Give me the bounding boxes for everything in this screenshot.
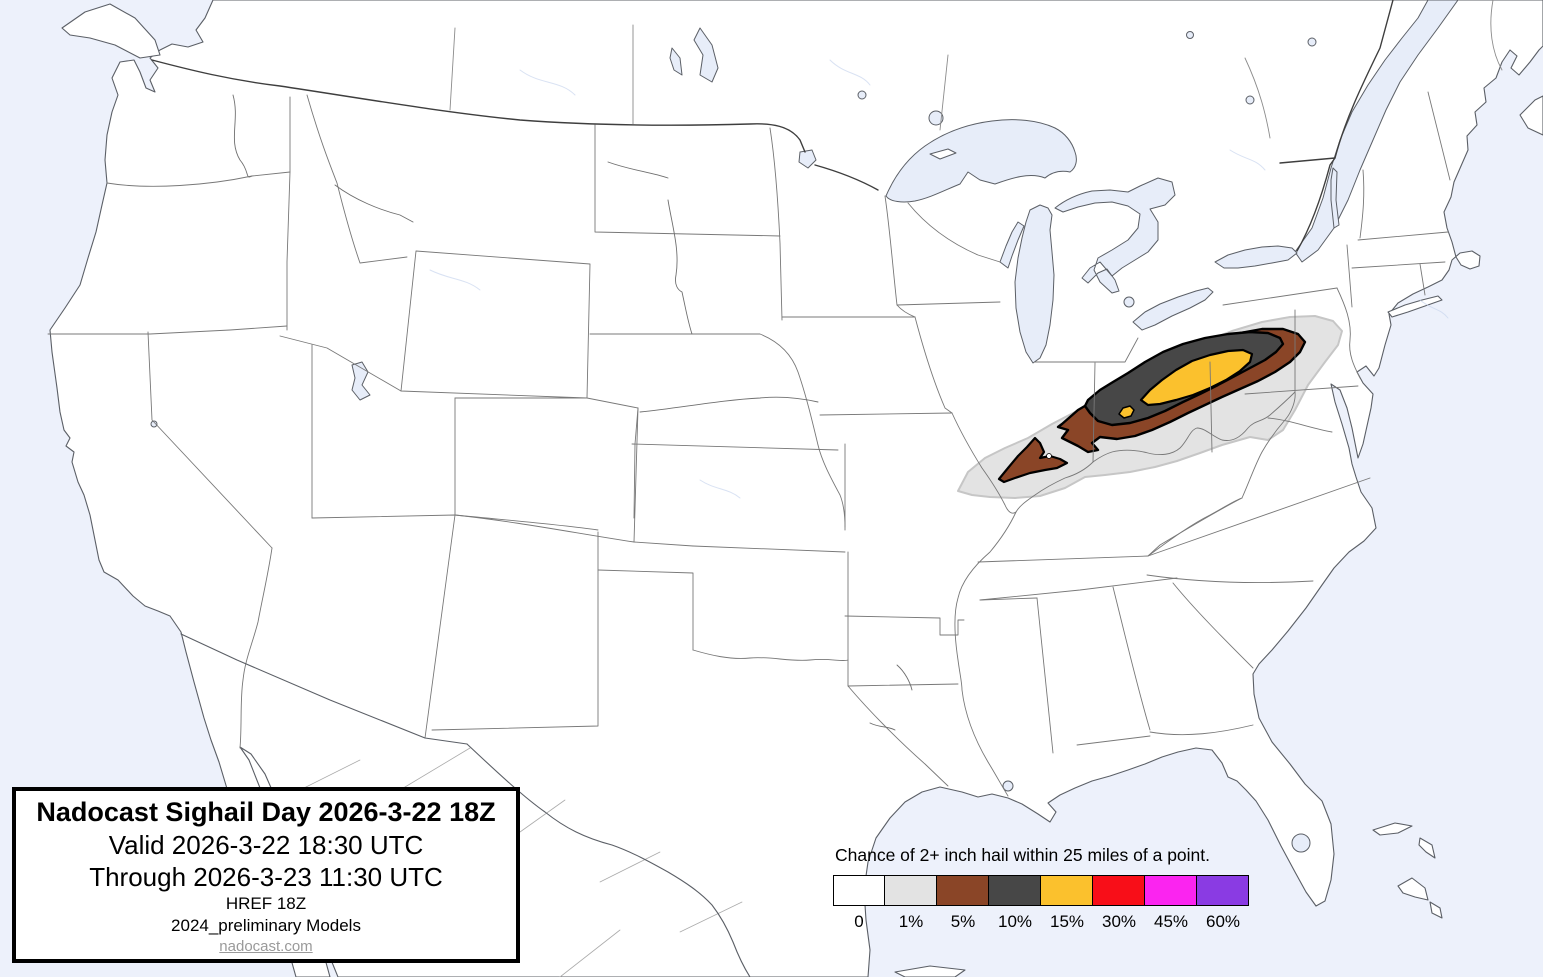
lake-okeechobee [1291, 833, 1311, 853]
state-boundaries [47, 91, 1451, 797]
bahamas-island-3 [1397, 877, 1429, 901]
canada-internal-borders [449, 0, 1503, 139]
legend-title: Chance of 2+ inch hail within 25 miles o… [835, 845, 1211, 865]
legend-swatch-1pct [885, 875, 937, 906]
faint-streams [429, 59, 1449, 499]
legend-label-0: 0 [854, 912, 864, 931]
lake-superior [885, 119, 1077, 203]
legend-swatch-30pct [1093, 875, 1145, 906]
lake-ontario [1214, 245, 1298, 269]
nova-scotia [1519, 95, 1543, 136]
lake-nipigon [928, 110, 944, 126]
forecast-title: Nadocast Sighail Day 2026-3-22 18Z [36, 797, 496, 827]
legend-swatch-45pct [1145, 875, 1197, 906]
canada-lake-4 [1186, 31, 1194, 39]
legend-swatch-row [833, 875, 1249, 906]
site-link-row: nadocast.com [16, 937, 516, 957]
valid-time: Valid 2026-3-22 18:30 UTC [108, 830, 424, 860]
nadocast-link[interactable]: nadocast.com [219, 938, 313, 955]
great-salt-lake [351, 361, 371, 401]
legend-label-15pct: 15% [1049, 912, 1085, 931]
vancouver-island [61, 3, 161, 59]
canada-lake-1 [857, 90, 867, 100]
hail-probability-contours [957, 315, 1343, 499]
rivers [232, 94, 913, 731]
legend-label-5pct: 5% [950, 912, 976, 931]
lake-of-the-woods [798, 149, 817, 169]
lake-tahoe [150, 420, 158, 428]
legend-label-10pct: 10% [997, 912, 1033, 931]
bahamas-island-4 [1429, 901, 1443, 919]
canada-lake-2 [1245, 95, 1255, 105]
lake-michigan [1014, 204, 1055, 364]
cuba-sliver [894, 965, 966, 977]
legend-swatch-0 [833, 875, 885, 906]
through-time: Through 2026-3-23 11:30 UTC [89, 862, 443, 892]
canada-border [151, 0, 1394, 252]
lake-champlain [1330, 167, 1340, 229]
canada-lake-3 [1307, 37, 1317, 47]
legend-label-45pct: 45% [1153, 912, 1189, 931]
lake-huron [1054, 177, 1176, 294]
long-island [1387, 295, 1443, 318]
continent-outline [49, 0, 1543, 977]
green-bay [999, 221, 1025, 269]
legend-label-1pct: 1% [898, 912, 924, 931]
legend-swatch-10pct [989, 875, 1041, 906]
legend-label-30pct: 30% [1101, 912, 1137, 931]
legend-swatch-15pct [1041, 875, 1093, 906]
forecast-title-box: Nadocast Sighail Day 2026-3-22 18Z Valid… [12, 787, 520, 963]
model-version: 2024_preliminary Models [171, 916, 361, 935]
isle-royale [929, 148, 957, 160]
legend-swatch-5pct [937, 875, 989, 906]
lakes [150, 0, 1459, 853]
bahamas-island-1 [1372, 822, 1413, 836]
lake-manitoba [669, 47, 683, 76]
probability-legend: Chance of 2+ inch hail within 25 miles o… [833, 845, 1249, 932]
contour-15pct-main [1139, 348, 1254, 407]
lake-st-clair [1123, 296, 1135, 308]
landmass [49, 0, 1543, 977]
model-source: HREF 18Z [225, 894, 307, 913]
contour-15pct-spot [1118, 405, 1135, 419]
mexico-border [180, 633, 751, 977]
lake-pontchartrain [1002, 780, 1014, 792]
legend-swatch-60pct [1197, 875, 1249, 906]
lake-winnipeg [693, 27, 719, 83]
legend-label-row: 0 1% 5% 10% 15% 30% 45% 60% [833, 912, 1249, 932]
legend-label-60pct: 60% [1205, 912, 1241, 931]
lake-erie [1132, 287, 1214, 331]
bahamas-island-2 [1418, 837, 1436, 859]
contour-5pct-hole [1046, 453, 1052, 459]
